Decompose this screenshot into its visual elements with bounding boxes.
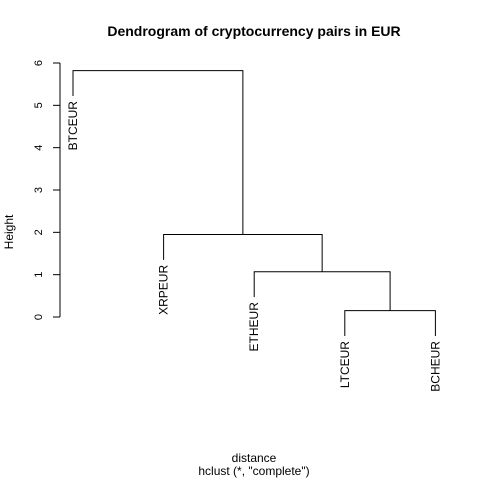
- dendrogram-branch: [344, 310, 436, 337]
- y-tick-label: 5: [33, 102, 45, 108]
- y-tick-label: 3: [33, 187, 45, 193]
- y-tick-label: 2: [33, 229, 45, 235]
- x-axis-label: distance: [232, 451, 277, 465]
- dendrogram-tree: [72, 70, 436, 337]
- leaf-label-xrpeur: XRPEUR: [157, 265, 171, 315]
- dendrogram-branch: [253, 271, 391, 311]
- y-axis: 0 1 2 3 4 5 6: [33, 60, 61, 320]
- y-tick-label: 0: [33, 314, 45, 320]
- leaf-label-btceur: BTCEUR: [66, 101, 80, 151]
- chart-subtitle: hclust (*, "complete"): [198, 464, 309, 478]
- leaf-label-bcheur: BCHEUR: [428, 341, 442, 392]
- y-axis-label: Height: [2, 214, 16, 249]
- y-tick-label: 6: [33, 60, 45, 66]
- dendrogram-branch: [72, 70, 244, 235]
- y-tick-label: 4: [33, 145, 45, 151]
- y-tick-label: 1: [33, 272, 45, 278]
- leaf-label-ltceur: LTCEUR: [338, 341, 352, 388]
- leaf-label-etheur: ETHEUR: [247, 302, 261, 352]
- dendrogram-branch: [163, 233, 323, 272]
- leaf-labels: BTCEUR XRPEUR ETHEUR LTCEUR BCHEUR: [66, 101, 442, 392]
- chart-title: Dendrogram of cryptocurrency pairs in EU…: [107, 23, 400, 39]
